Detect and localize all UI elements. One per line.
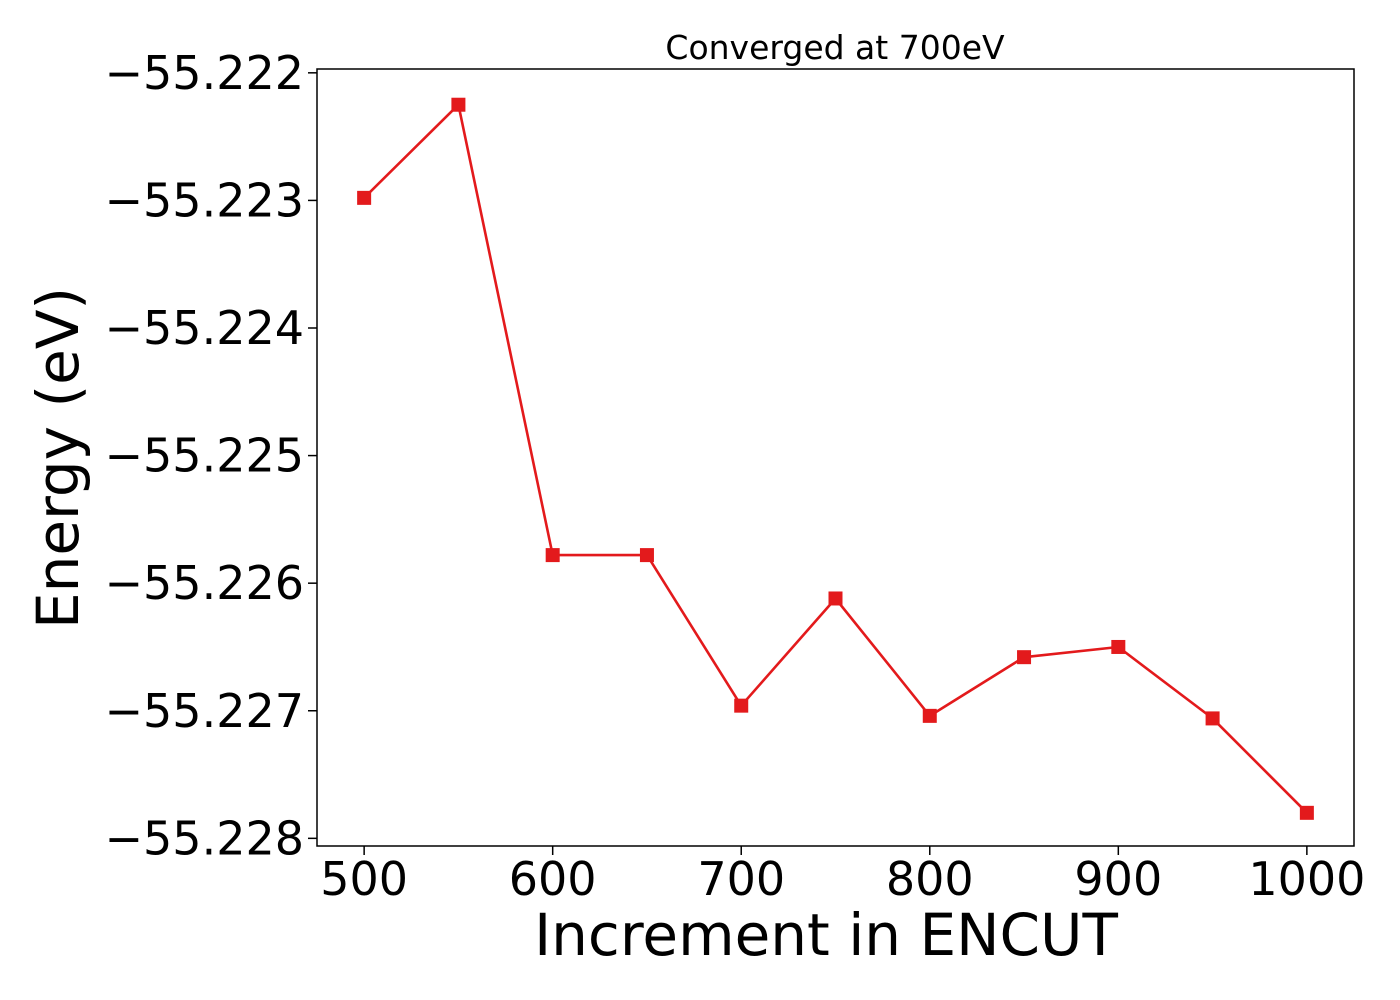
x-tick-label: 1000: [1248, 852, 1365, 906]
data-point: [1299, 805, 1314, 820]
y-tick-label: −55.225: [105, 429, 305, 483]
y-tick-label: −55.223: [105, 173, 305, 227]
y-tick-label: −55.228: [105, 811, 305, 865]
y-tick-label: −55.224: [105, 301, 305, 355]
data-point: [357, 190, 372, 205]
y-tick-label: −55.227: [105, 684, 305, 738]
data-point: [639, 548, 654, 563]
x-tick-label: 500: [320, 852, 408, 906]
x-tick-label: 800: [886, 852, 974, 906]
data-point: [828, 591, 843, 606]
x-axis: 500 600 700 800 900 1000: [320, 846, 1365, 906]
data-point: [1017, 650, 1032, 665]
data-point: [451, 97, 466, 112]
data-point: [545, 548, 560, 563]
y-tick-label: −55.222: [105, 46, 305, 100]
plot-area: [316, 68, 1355, 847]
data-point: [1111, 639, 1126, 654]
data-point: [1205, 711, 1220, 726]
chart-title: Converged at 700eV: [665, 28, 1005, 67]
y-tick-label: −55.226: [105, 556, 305, 610]
x-tick-label: 600: [509, 852, 597, 906]
x-axis-label: Increment in ENCUT: [534, 901, 1118, 969]
data-point: [734, 698, 749, 713]
x-tick-label: 700: [697, 852, 785, 906]
x-tick-label: 900: [1074, 852, 1162, 906]
series-layer: [357, 97, 1314, 820]
y-axis: −55.222 −55.223 −55.224 −55.225 −55.226 −55.2…: [105, 46, 317, 865]
data-point: [922, 708, 937, 723]
plot-frame: [316, 68, 1355, 847]
y-axis-label: Energy (eV): [24, 287, 92, 629]
